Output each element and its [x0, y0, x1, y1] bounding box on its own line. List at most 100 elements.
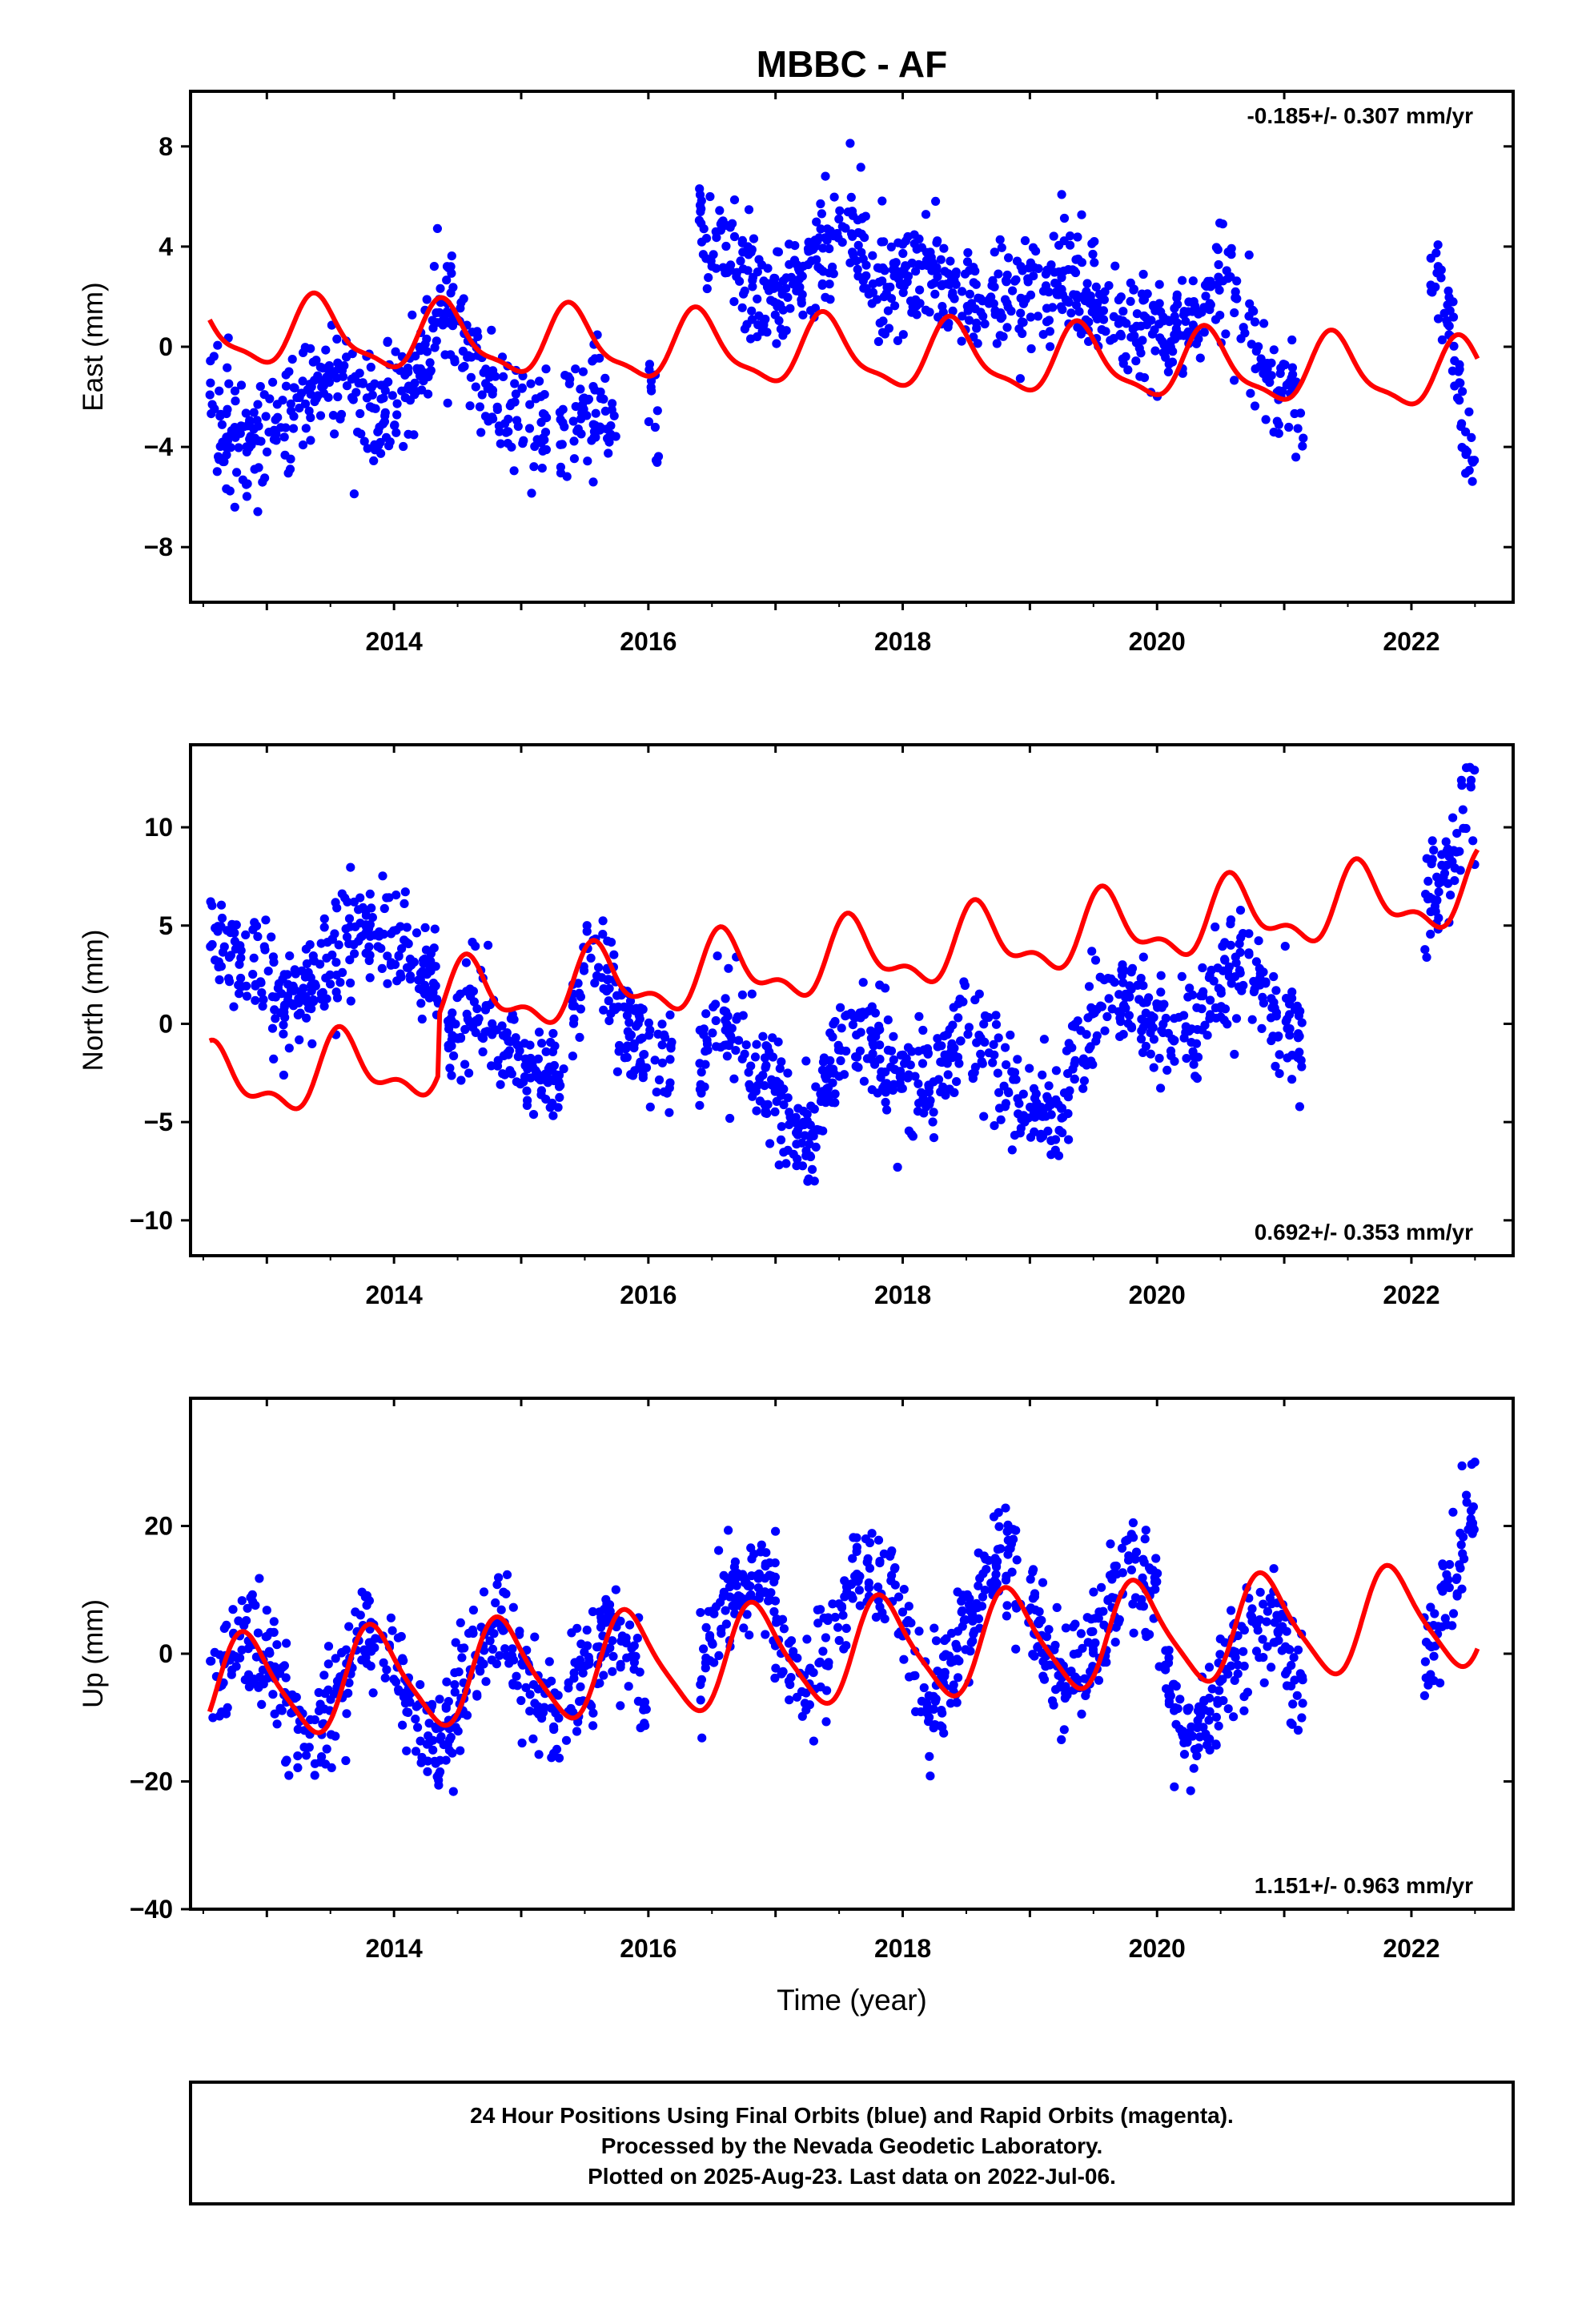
data-point	[913, 1047, 923, 1056]
data-point	[860, 233, 869, 243]
data-point	[1002, 1526, 1012, 1536]
data-point	[733, 1591, 743, 1601]
data-point	[1047, 1696, 1058, 1706]
data-point	[904, 1126, 913, 1136]
data-point	[228, 1605, 238, 1614]
data-point	[721, 1040, 732, 1050]
data-point	[733, 1012, 742, 1022]
data-point	[330, 429, 339, 439]
data-point	[334, 940, 343, 950]
data-point	[1252, 1620, 1262, 1630]
data-point	[387, 391, 397, 400]
data-point	[1006, 1030, 1015, 1040]
data-point	[731, 1046, 741, 1055]
data-point	[1125, 981, 1134, 991]
data-point	[516, 1695, 526, 1706]
data-point	[963, 247, 973, 258]
data-point	[1170, 1056, 1179, 1066]
data-point	[1465, 762, 1475, 772]
data-point	[1255, 1587, 1265, 1597]
data-point	[365, 973, 375, 983]
data-point	[481, 379, 491, 388]
data-point	[769, 1577, 779, 1586]
data-point	[1215, 1686, 1224, 1695]
data-point	[527, 489, 536, 498]
data-point	[1016, 308, 1026, 318]
data-point	[994, 1088, 1004, 1097]
data-point	[361, 948, 371, 958]
data-point	[721, 1606, 730, 1615]
data-point	[493, 1055, 503, 1065]
data-point	[323, 1642, 334, 1651]
data-point	[1464, 465, 1474, 476]
data-point	[1122, 319, 1131, 328]
data-point	[265, 1648, 275, 1658]
data-point	[1010, 276, 1020, 286]
data-point	[851, 1061, 861, 1071]
data-point	[1139, 373, 1150, 383]
data-point	[1215, 311, 1225, 320]
data-point	[938, 1723, 947, 1732]
data-point	[934, 312, 943, 322]
data-point	[1097, 1582, 1106, 1592]
data-point	[1457, 1461, 1467, 1471]
data-point	[957, 1596, 966, 1606]
data-point	[257, 1699, 267, 1709]
data-point	[259, 942, 269, 951]
x-tick-label: 2022	[1383, 627, 1439, 656]
data-point	[1198, 991, 1208, 1001]
data-point	[1216, 1012, 1226, 1022]
data-point	[777, 289, 787, 299]
data-point	[917, 1059, 928, 1068]
data-point	[889, 1055, 898, 1064]
data-point	[979, 1019, 989, 1029]
data-point	[828, 1599, 837, 1609]
data-point	[1155, 333, 1165, 343]
data-point	[480, 412, 491, 421]
data-point	[1025, 1063, 1034, 1073]
data-point	[665, 1084, 674, 1093]
data-point	[549, 1724, 559, 1735]
data-point	[705, 1656, 715, 1666]
data-point	[835, 206, 845, 215]
data-point	[308, 357, 318, 367]
data-point	[825, 244, 834, 254]
data-point	[1114, 1618, 1123, 1627]
data-point	[724, 963, 733, 973]
data-point	[211, 923, 220, 933]
data-point	[1163, 367, 1173, 376]
data-point	[354, 905, 363, 915]
data-point	[973, 339, 982, 348]
data-point	[1077, 210, 1086, 219]
data-point	[636, 1723, 645, 1733]
data-point	[1288, 1699, 1298, 1709]
data-point	[954, 1673, 963, 1683]
data-point	[836, 1003, 845, 1012]
data-point	[805, 1700, 815, 1710]
data-point	[754, 311, 764, 320]
data-point	[1122, 1535, 1132, 1545]
data-point	[416, 346, 426, 356]
data-point	[1076, 1629, 1086, 1638]
data-point	[253, 931, 263, 942]
data-point	[785, 1680, 795, 1690]
data-point	[1433, 262, 1443, 271]
data-point	[828, 1032, 837, 1042]
data-point	[704, 273, 713, 283]
data-point	[748, 282, 757, 292]
data-point	[951, 270, 961, 279]
data-point	[941, 1091, 950, 1100]
data-point	[750, 1052, 761, 1062]
data-point	[903, 231, 913, 242]
data-point	[1204, 1663, 1215, 1672]
data-point	[306, 412, 315, 423]
data-point	[391, 347, 400, 356]
data-point	[219, 1623, 229, 1633]
data-point	[353, 428, 363, 437]
data-point	[333, 392, 343, 402]
data-point	[461, 958, 472, 967]
data-point	[855, 1601, 865, 1610]
data-point	[1437, 860, 1447, 870]
data-point	[859, 1076, 869, 1086]
data-point	[328, 411, 338, 420]
